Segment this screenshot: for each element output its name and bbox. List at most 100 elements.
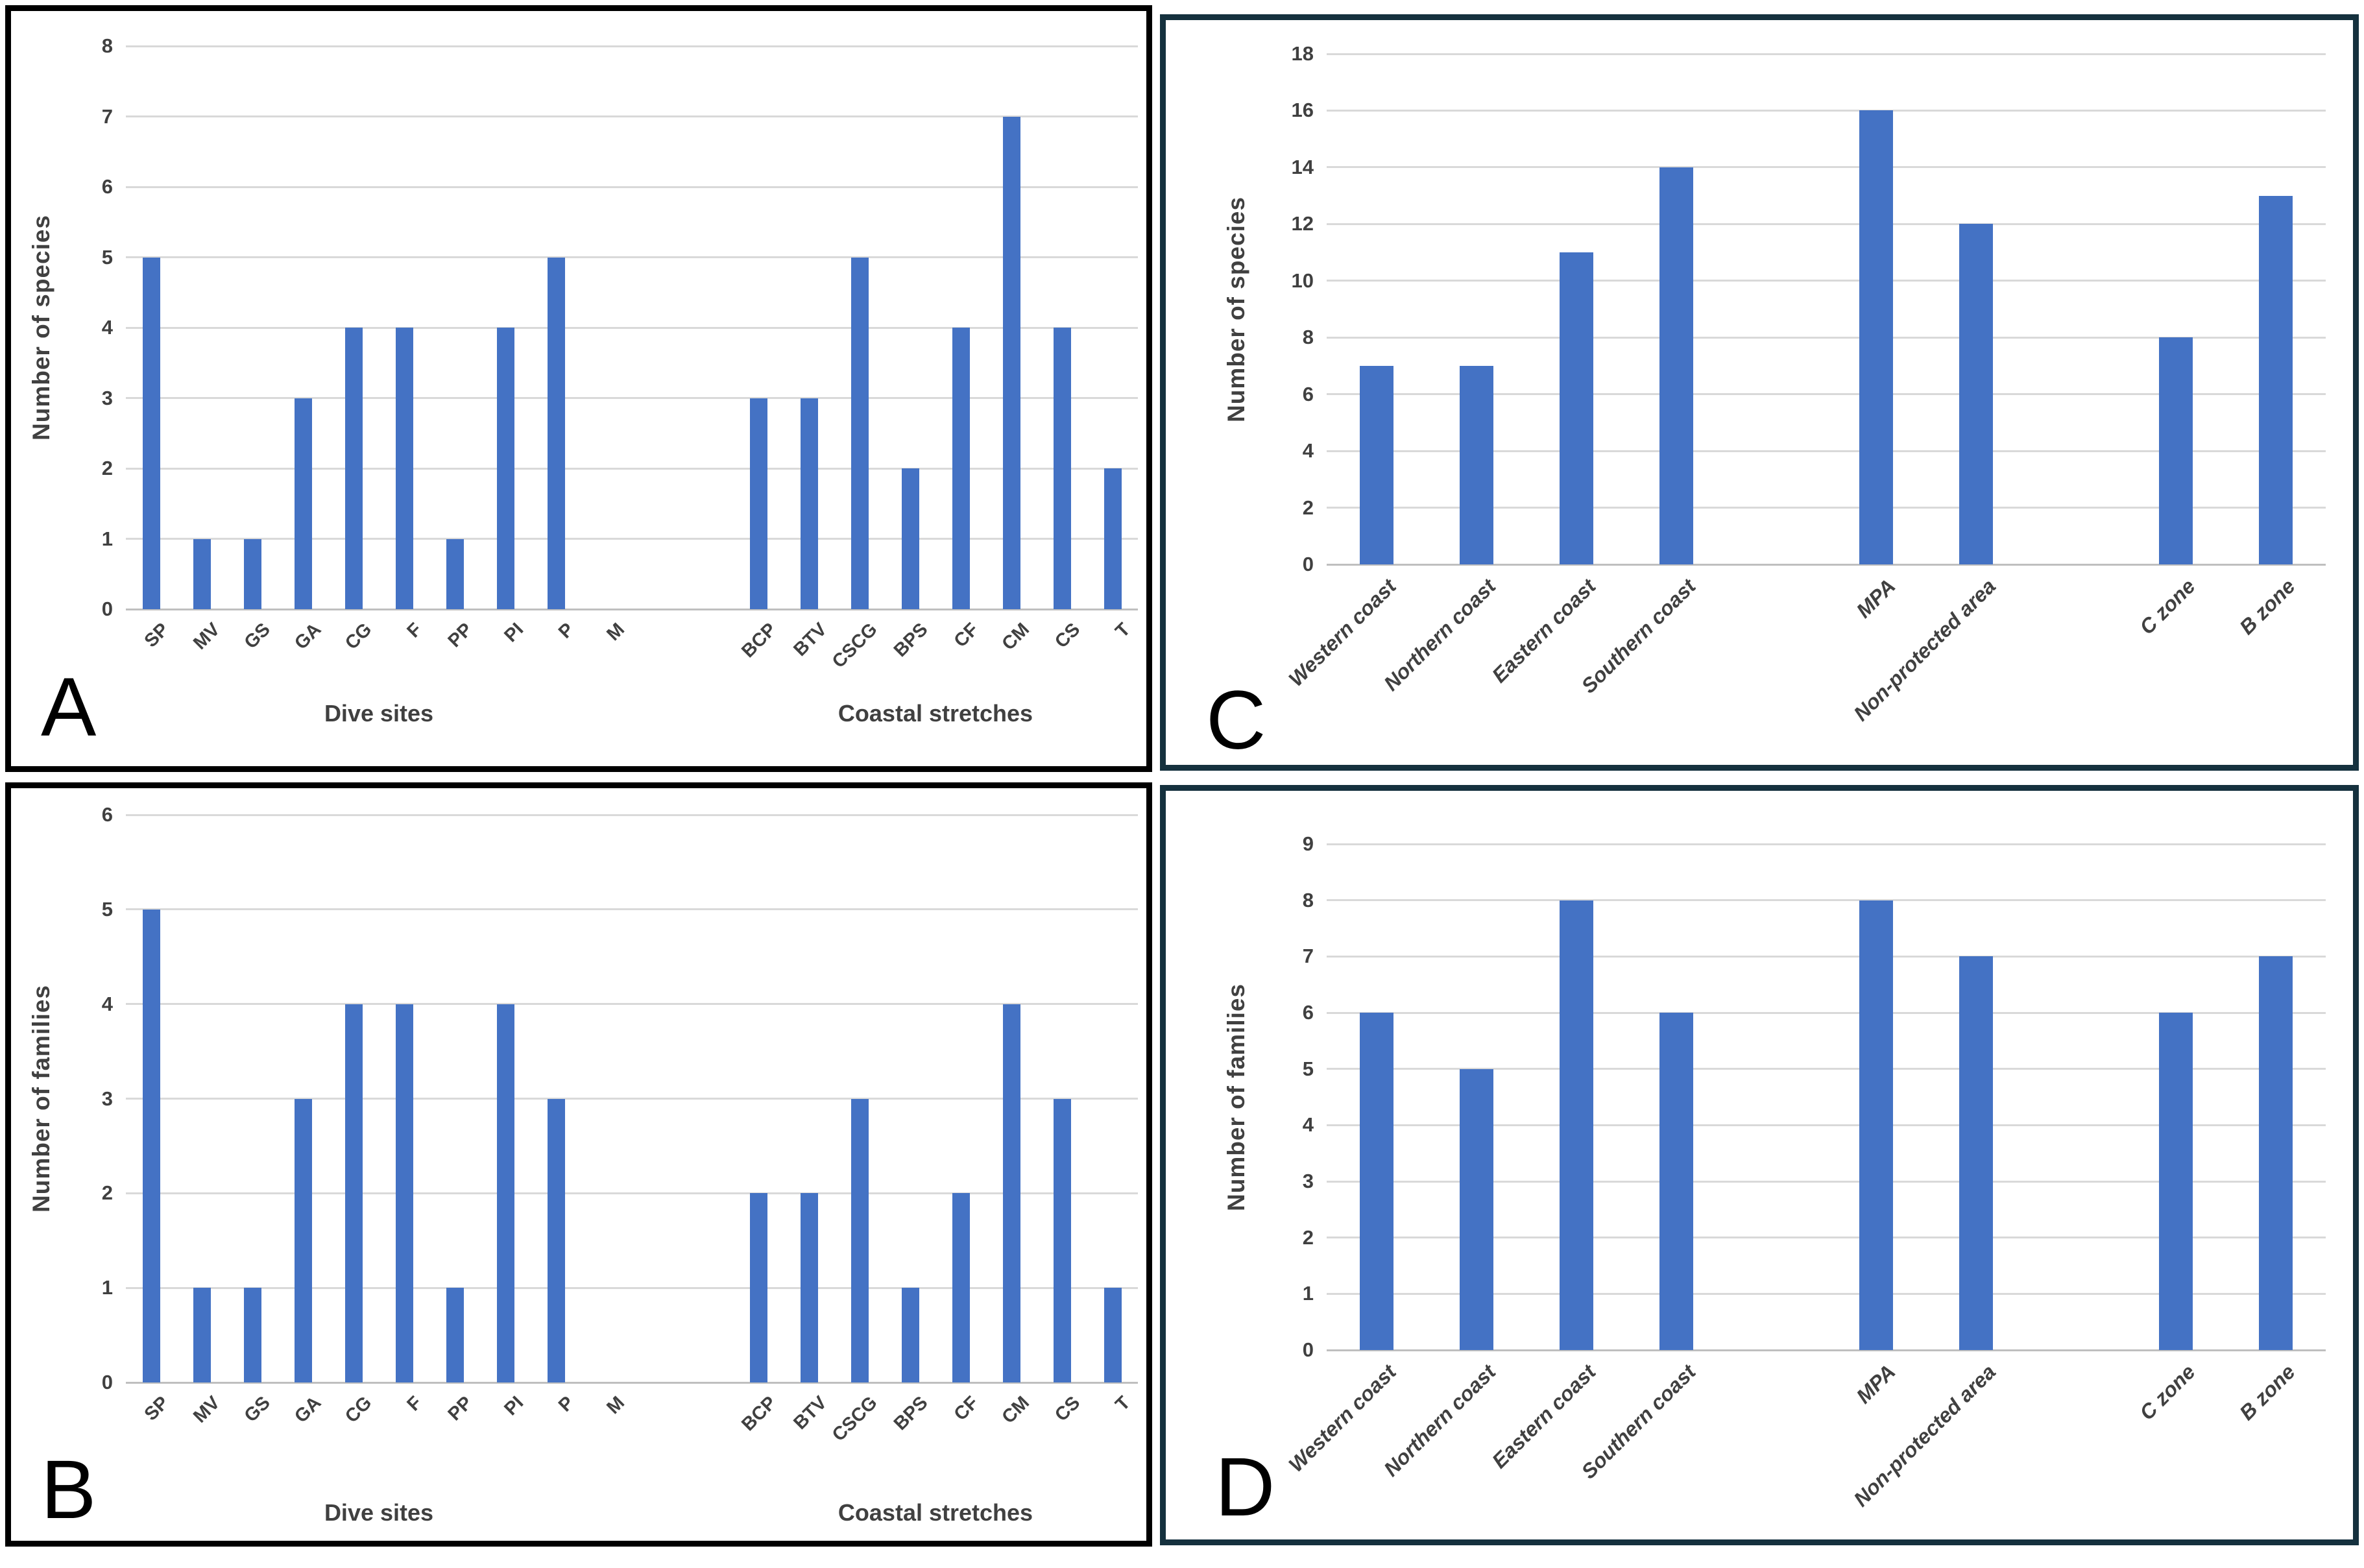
x-category-label: B zone [2235,1360,2300,1425]
bar-bps [901,1288,919,1382]
x-category-label: GS [240,1392,274,1427]
x-category-label: BPS [890,1392,932,1435]
gridline [1327,1180,2326,1183]
x-category-label: T [1111,1392,1135,1416]
gridline [126,1098,1138,1100]
bar-b-zone [2259,956,2293,1350]
bar-cf [952,328,970,609]
y-tick-label: 9 [1302,832,1314,855]
bar-southern-coast [1659,1013,1693,1350]
y-tick-label: 7 [1302,945,1314,968]
x-axis-group-title: Dive sites [324,700,434,727]
y-tick-label: 4 [1302,1113,1314,1137]
bar-mv [193,1288,211,1382]
x-category-label: CM [998,619,1033,655]
bar-non-protected-area [1959,224,1993,564]
y-tick-label: 6 [101,175,113,198]
x-category-label: P [554,1392,578,1416]
y-tick-label: 4 [1302,439,1314,463]
gridline [126,115,1138,117]
x-category-label: F [403,619,426,642]
x-category-label: PP [444,619,477,652]
x-category-label: PP [444,1392,477,1425]
bar-cs [1053,328,1071,609]
y-tick-label: 0 [101,1371,113,1393]
y-tick-label: 8 [1302,326,1314,349]
bar-btv [800,398,818,609]
panel-letter: A [41,661,97,754]
x-axis-line [1327,1349,2326,1351]
bar-non-protected-area [1959,956,1993,1350]
bar-pp [446,538,464,609]
x-category-label: CSCG [828,1392,882,1446]
gridline [1327,53,2326,55]
y-tick-label: 10 [1291,269,1314,292]
x-axis-line [126,1381,1138,1384]
bar-gs [243,538,261,609]
bar-cs [1053,1098,1071,1382]
x-category-label: C zone [2135,1360,2200,1425]
x-axis-group-title: Coastal stretches [838,1499,1033,1526]
bar-pp [446,1288,464,1382]
x-category-label: M [603,1392,629,1419]
panel-A: Number of species 0 1 2 3 4 5 6 7 8 SP MV GS GA CG F PP… [5,5,1152,772]
y-tick-label: 7 [101,104,113,128]
gridline [1327,109,2326,112]
y-tick-label: 6 [1302,382,1314,405]
x-category-label: B zone [2235,574,2300,639]
x-category-label: BTV [790,1392,831,1434]
gridline [126,467,1138,470]
x-category-label: GS [240,619,274,653]
x-category-label: MV [189,1392,224,1427]
x-category-label: F [403,1392,426,1416]
bar-p [547,257,565,609]
x-category-label: MV [189,619,224,654]
y-axis-title: Number of families [1223,983,1249,1211]
x-category-label: MPA [1851,1360,1900,1408]
bar-eastern-coast [1560,900,1593,1350]
x-category-label: BTV [790,619,831,660]
y-tick-label: 8 [101,34,113,57]
y-tick-label: 1 [1302,1282,1314,1305]
x-category-label: CG [341,1392,376,1427]
bar-eastern-coast [1560,252,1593,564]
y-tick-label: 14 [1291,155,1314,178]
bar-c-zone [2159,1013,2193,1350]
bar-cf [952,1193,970,1382]
x-category-label: SP [140,619,173,652]
bar-pi [496,328,514,609]
x-category-label: SP [140,1392,173,1425]
y-tick-label: 3 [101,1087,113,1110]
gridline [1327,1236,2326,1239]
bar-t [1104,1288,1122,1382]
x-axis-line [1327,563,2326,566]
gridline [1327,1068,2326,1070]
gridline [1327,843,2326,845]
bar-cscg [850,257,869,609]
bar-ga [294,398,312,609]
bar-btv [800,1193,818,1382]
gridline [1327,507,2326,509]
y-tick-label: 2 [1302,496,1314,519]
bar-b-zone [2259,195,2293,564]
bar-cg [344,328,363,609]
panel-C: Number of species 0 2 4 6 8 10 12 14 16 18 Western… [1160,14,2359,771]
bar-bps [901,468,919,609]
gridline [1327,899,2326,902]
bar-western-coast [1360,1013,1393,1350]
x-category-label: CF [950,619,983,652]
gridline [1327,1011,2326,1014]
x-category-label: M [603,619,629,645]
bar-cm [1002,116,1020,609]
y-tick-label: 12 [1291,212,1314,235]
gridline [1327,450,2326,452]
y-axis-title: Number of species [1223,196,1249,422]
gridline [1327,280,2326,282]
gridline [1327,1124,2326,1126]
x-category-label: P [554,619,578,643]
gridline [126,397,1138,399]
bar-cscg [850,1098,869,1382]
gridline [126,908,1138,911]
panel-B: Number of families 0 1 2 3 4 5 6 SP MV GS GA CG F PP P… [5,782,1152,1547]
bar-northern-coast [1460,365,1493,564]
